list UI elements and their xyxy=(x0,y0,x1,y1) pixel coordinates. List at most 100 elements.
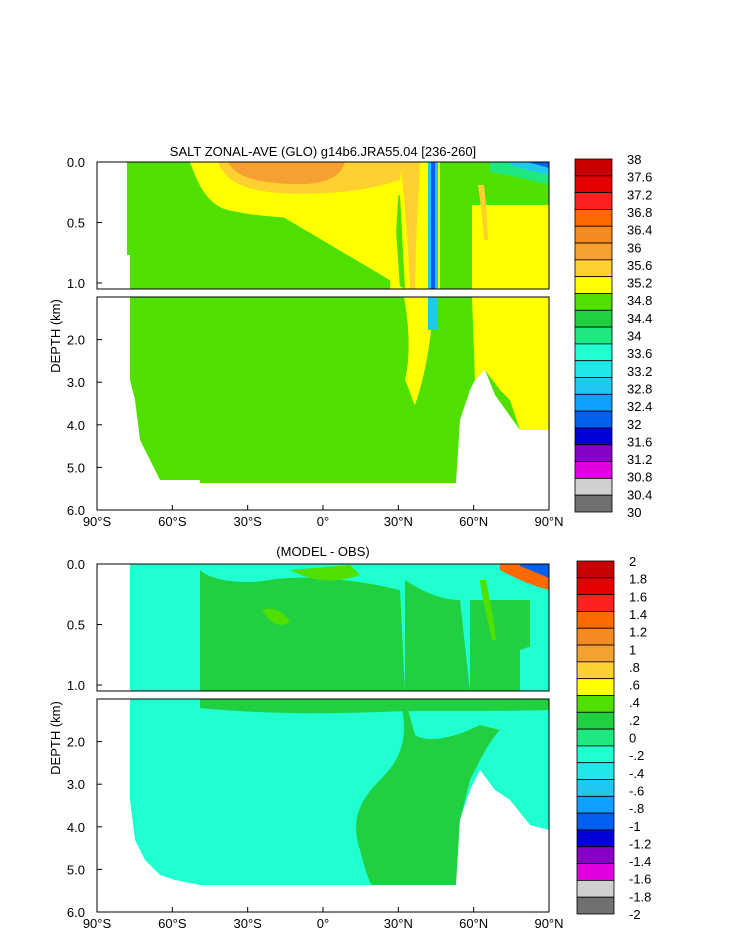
colorbar-swatch xyxy=(574,477,613,496)
colorbar-swatch xyxy=(576,728,615,747)
colorbar-swatch xyxy=(574,494,613,513)
colorbar-label: 1.8 xyxy=(629,572,647,587)
difference-y-axis-label: DEPTH (km) xyxy=(48,701,63,775)
colorbar-label: -1.8 xyxy=(629,889,651,904)
colorbar-swatch xyxy=(576,661,615,680)
difference-x-ticks: 90°S 60°S 30°S 0° 30°N 60°N 90°N xyxy=(83,907,564,931)
colorbar-swatch xyxy=(576,795,615,814)
colorbar-swatch xyxy=(576,846,615,864)
colorbar-label: .4 xyxy=(629,695,640,710)
colorbar-swatch xyxy=(576,560,615,579)
colorbar-swatch xyxy=(574,192,613,210)
colorbar-label: 0 xyxy=(629,731,636,746)
colorbar-label: 34.4 xyxy=(627,311,652,326)
colorbar-label: -.8 xyxy=(629,801,644,816)
colorbar-label: 34 xyxy=(627,329,641,344)
salinity-x-ticks: 90°S 60°S 30°S 0° 30°N 60°N 90°N xyxy=(83,505,564,529)
y-tick-label: 4.0 xyxy=(67,418,85,433)
difference-upper-field xyxy=(97,564,549,691)
colorbar-swatch xyxy=(576,779,615,797)
colorbar-label: 35.6 xyxy=(627,258,652,273)
y-tick-label: 6.0 xyxy=(67,503,85,518)
colorbar-swatch xyxy=(576,863,615,881)
x-tick-label: 30°S xyxy=(233,514,262,529)
colorbar-label: -2 xyxy=(629,907,641,922)
colorbar-label: 30 xyxy=(627,505,641,520)
difference-upper-frame xyxy=(96,563,550,692)
colorbar-label: 32.4 xyxy=(627,399,652,414)
salinity-panel: SALT ZONAL-AVE (GLO) g14b6.JRA55.04 [236… xyxy=(48,144,652,529)
colorbar-label: .6 xyxy=(629,678,640,693)
x-tick-label: 90°S xyxy=(83,916,112,931)
y-tick-label: 5.0 xyxy=(67,460,85,475)
colorbar-label: 38 xyxy=(627,152,641,167)
difference-lower-field xyxy=(97,699,549,912)
colorbar-swatch xyxy=(576,879,615,898)
colorbar-label: -1.4 xyxy=(629,854,651,869)
colorbar-label: 36.8 xyxy=(627,205,652,220)
colorbar-label: 1.6 xyxy=(629,589,647,604)
salinity-colorbar: 38 37.6 37.2 36.8 36.4 36 35.6 35.2 34.8 34.4 34 33… xyxy=(574,152,652,520)
colorbar-label: 34.8 xyxy=(627,293,652,308)
colorbar-label: 33.2 xyxy=(627,364,652,379)
colorbar-swatch xyxy=(574,259,613,278)
colorbar-label: 37.2 xyxy=(627,187,652,202)
y-tick-label: 0.5 xyxy=(67,618,85,633)
colorbar-swatch xyxy=(574,427,613,446)
x-tick-label: 90°N xyxy=(534,916,563,931)
y-tick-label: 0.0 xyxy=(67,557,85,572)
x-tick-label: 60°S xyxy=(158,514,187,529)
salinity-upper-frame xyxy=(96,161,550,290)
colorbar-swatch xyxy=(574,360,613,378)
colorbar-label: 32.8 xyxy=(627,381,652,396)
colorbar-swatch xyxy=(574,209,613,227)
y-tick-label: 2.0 xyxy=(67,735,85,750)
colorbar-label: -1 xyxy=(629,819,641,834)
colorbar-swatch xyxy=(576,627,615,646)
colorbar-swatch xyxy=(576,695,615,713)
salinity-title: SALT ZONAL-AVE (GLO) g14b6.JRA55.04 [236… xyxy=(170,144,476,159)
colorbar-swatch xyxy=(574,444,613,462)
y-tick-label: 3.0 xyxy=(67,375,85,390)
colorbar-label: .2 xyxy=(629,713,640,728)
y-tick-label: 6.0 xyxy=(67,905,85,920)
colorbar-swatch xyxy=(574,393,613,412)
colorbar-swatch xyxy=(576,745,615,764)
x-tick-label: 30°S xyxy=(233,916,262,931)
salinity-upper-field xyxy=(97,162,549,289)
colorbar-swatch xyxy=(574,410,613,429)
salinity-lower-field xyxy=(97,297,549,510)
colorbar-swatch xyxy=(574,377,613,395)
colorbar-label: 30.8 xyxy=(627,470,652,485)
colorbar-swatch xyxy=(576,577,615,596)
colorbar-label: 36 xyxy=(627,240,641,255)
colorbar-swatch xyxy=(574,309,613,328)
x-tick-label: 60°S xyxy=(158,916,187,931)
colorbar-label: 1.2 xyxy=(629,625,647,640)
colorbar-swatch xyxy=(574,242,613,261)
colorbar-label: .8 xyxy=(629,660,640,675)
colorbar-swatch xyxy=(576,812,615,831)
colorbar-swatch xyxy=(576,678,615,696)
colorbar-label: 32 xyxy=(627,417,641,432)
y-tick-label: 4.0 xyxy=(67,820,85,835)
x-tick-label: 90°N xyxy=(534,514,563,529)
y-tick-label: 0.5 xyxy=(67,216,85,231)
x-tick-label: 30°N xyxy=(384,514,413,529)
colorbar-swatch xyxy=(574,343,613,362)
colorbar-label: 36.4 xyxy=(627,223,652,238)
colorbar-label: 33.6 xyxy=(627,346,652,361)
colorbar-label: 1 xyxy=(629,642,636,657)
colorbar-swatch xyxy=(576,594,615,612)
colorbar-swatch xyxy=(576,762,615,780)
difference-colorbar: 21.81.61.41.21.8.6.4.20-.2-.4-.6-.8-1-1.… xyxy=(576,554,651,922)
colorbar-swatch xyxy=(574,326,613,345)
y-tick-label: 0.0 xyxy=(67,155,85,170)
colorbar-label: -.2 xyxy=(629,748,644,763)
colorbar-swatch xyxy=(574,175,613,194)
colorbar-swatch xyxy=(574,158,613,177)
colorbar-label: 37.6 xyxy=(627,170,652,185)
colorbar-swatch xyxy=(576,644,615,663)
difference-title: (MODEL - OBS) xyxy=(276,544,369,559)
